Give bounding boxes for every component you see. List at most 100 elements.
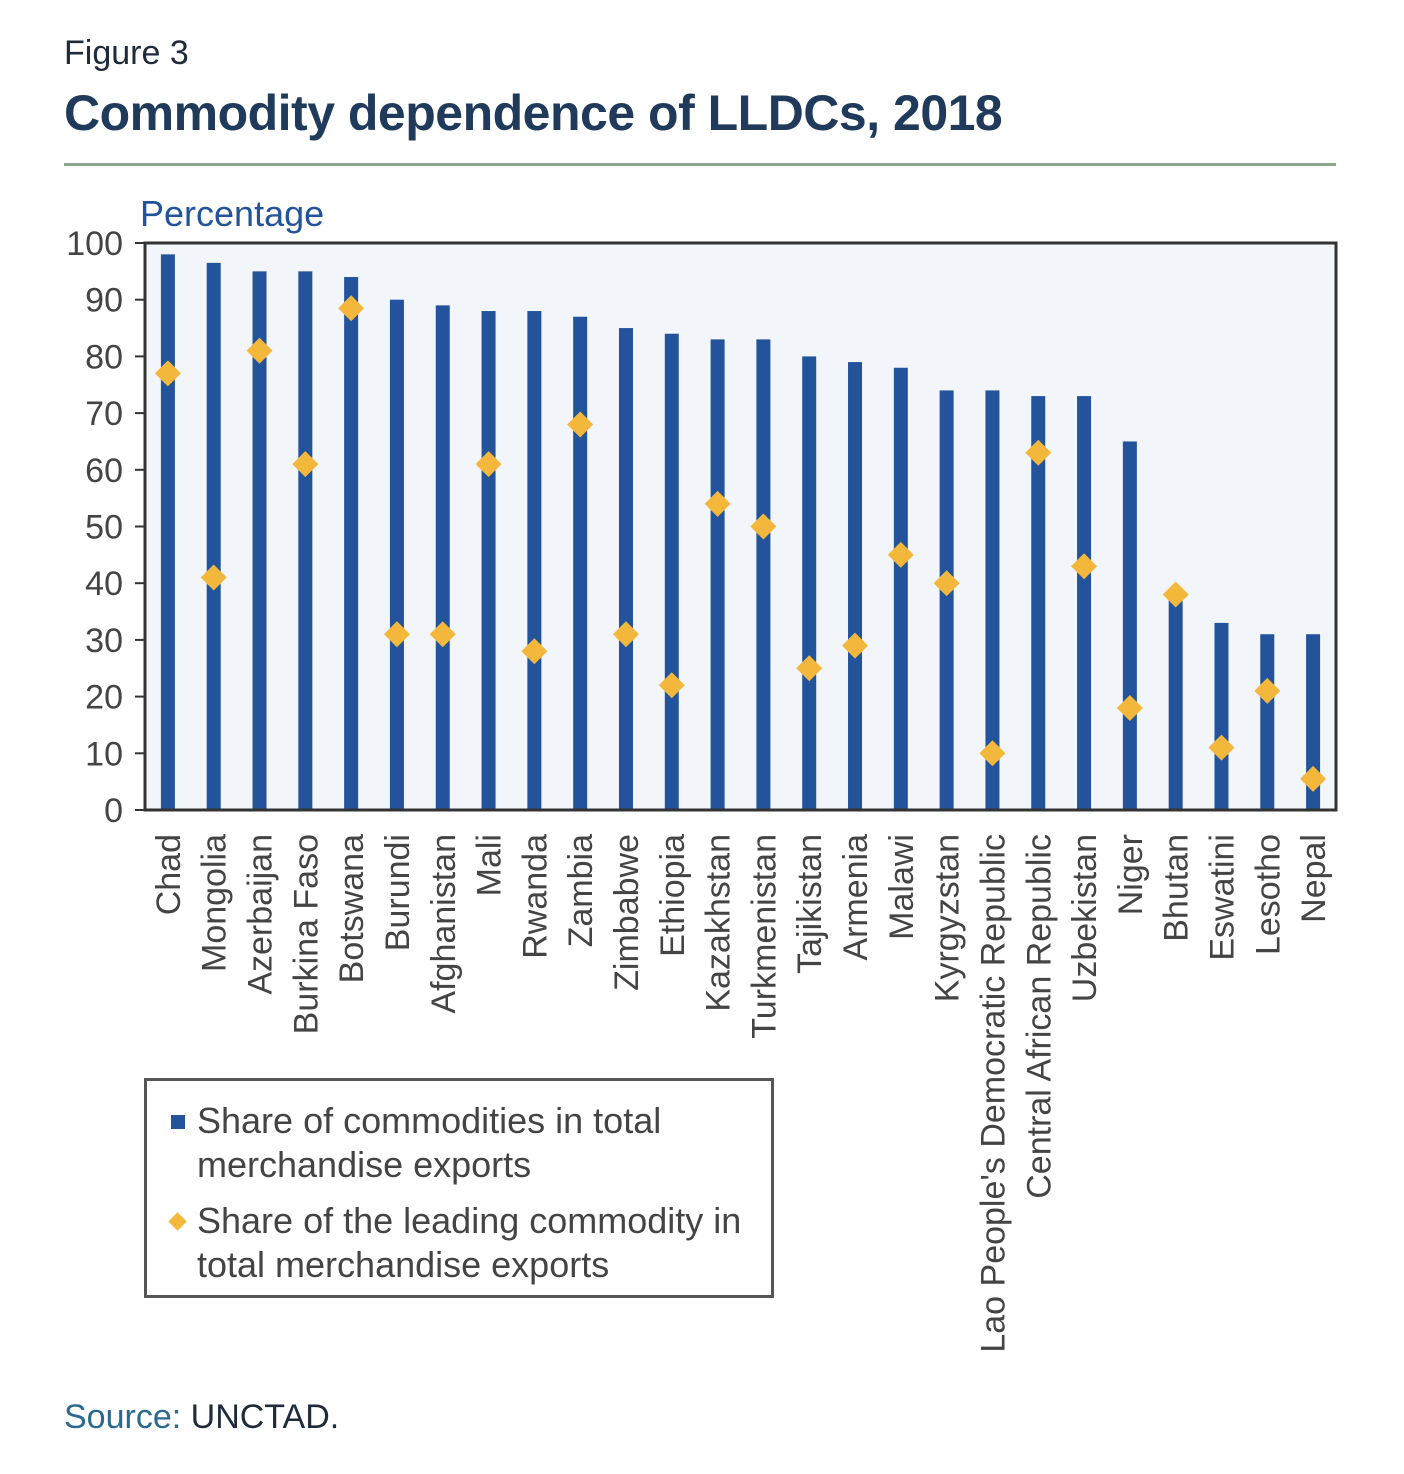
bar xyxy=(802,356,817,809)
bar xyxy=(618,328,633,809)
bar xyxy=(710,339,725,809)
markers xyxy=(154,295,1327,792)
marker xyxy=(1208,734,1235,761)
y-tick-label: 10 xyxy=(85,735,123,773)
x-tick-label: Afghanistan xyxy=(425,834,463,1014)
source-note: Source: UNCTAD. xyxy=(64,1398,339,1437)
bar xyxy=(1214,622,1229,809)
chart-title: Commodity dependence of LLDCs, 2018 xyxy=(64,85,1003,141)
marker xyxy=(1071,553,1098,580)
title-divider xyxy=(64,163,1336,166)
legend: Share of commodities in total merchandis… xyxy=(144,1078,774,1298)
source-value: UNCTAD. xyxy=(190,1398,340,1436)
x-tick-label: Mongolia xyxy=(196,834,234,972)
bar xyxy=(481,311,496,809)
x-tick-label: Eswatini xyxy=(1203,834,1241,961)
x-tick-label: Tajikistan xyxy=(791,834,829,974)
marker xyxy=(1025,439,1052,466)
bar xyxy=(252,271,267,809)
y-axis: 0 10 20 30 40 50 60 70 80 90 100 xyxy=(66,225,145,830)
x-tick-label: Rwanda xyxy=(516,834,554,959)
x-tick-label: Malawi xyxy=(883,834,921,940)
marker xyxy=(842,632,869,659)
source-label: Source: xyxy=(64,1398,182,1436)
x-tick-label: Botswana xyxy=(333,834,371,983)
x-axis-labels: Chad Mongolia Azerbaijan Burkina Faso Botswa… xyxy=(150,834,1333,1353)
marker xyxy=(979,740,1006,767)
bar xyxy=(389,299,404,809)
y-tick-label: 0 xyxy=(104,792,123,830)
x-tick-label: Armenia xyxy=(837,834,875,961)
marker xyxy=(933,570,960,597)
marker xyxy=(1116,694,1143,721)
x-tick-label: Kyrgyzstan xyxy=(929,834,967,1002)
legend-label: Share of commodities in total merchandis… xyxy=(197,1100,662,1185)
marker xyxy=(1162,581,1189,608)
x-tick-label: Zimbabwe xyxy=(608,834,646,991)
x-tick-label: Azerbaijan xyxy=(242,834,280,995)
x-tick-label: Lesotho xyxy=(1249,834,1287,955)
y-tick-label: 20 xyxy=(85,679,123,717)
bar xyxy=(1260,634,1275,809)
bar xyxy=(1122,441,1137,809)
plot-area xyxy=(143,241,1338,812)
marker xyxy=(429,621,456,648)
marker xyxy=(658,672,685,699)
y-tick-label: 80 xyxy=(85,338,123,376)
figure-label: Figure 3 xyxy=(64,34,189,72)
bar xyxy=(527,311,542,809)
chart: 0 10 20 30 40 50 60 70 80 90 100 Chad Mongolia Azerb… xyxy=(66,193,1338,1353)
marker xyxy=(1300,765,1327,792)
marker xyxy=(796,655,823,682)
x-tick-label: Zambia xyxy=(562,834,600,947)
bar xyxy=(160,254,175,809)
marker xyxy=(338,295,365,322)
legend-swatch-bar xyxy=(171,1115,185,1129)
y-tick-label: 90 xyxy=(85,282,123,320)
x-tick-label: Ethiopia xyxy=(654,834,692,957)
marker xyxy=(475,451,502,478)
x-tick-label: Mali xyxy=(471,834,509,896)
marker xyxy=(383,621,410,648)
marker xyxy=(887,541,914,568)
marker xyxy=(704,490,731,517)
x-tick-label: Central African Republic xyxy=(1020,834,1058,1199)
bar xyxy=(298,271,313,809)
legend-swatch-diamond xyxy=(168,1212,187,1231)
marker xyxy=(1254,677,1281,704)
marker xyxy=(154,360,181,387)
x-tick-label: Burundi xyxy=(379,834,417,951)
marker xyxy=(200,564,227,591)
bar xyxy=(893,367,908,809)
bar xyxy=(848,362,863,809)
x-tick-label: Kazakhstan xyxy=(700,834,738,1012)
x-tick-label: Uzbekistan xyxy=(1066,834,1104,1002)
x-tick-label: Burkina Faso xyxy=(287,834,325,1034)
x-tick-label: Lao People's Democratic Republic xyxy=(974,834,1012,1353)
y-tick-label: 60 xyxy=(85,452,123,490)
bar xyxy=(435,305,450,809)
bar xyxy=(985,390,1000,809)
bar xyxy=(1031,396,1046,809)
marker xyxy=(612,621,639,648)
marker xyxy=(292,451,319,478)
bar xyxy=(344,277,359,809)
marker xyxy=(750,513,777,540)
bar xyxy=(1306,634,1321,809)
bar xyxy=(206,262,221,809)
y-tick-label: 70 xyxy=(85,395,123,433)
y-tick-label: 30 xyxy=(85,622,123,660)
bar xyxy=(664,333,679,809)
x-tick-label: Chad xyxy=(150,834,188,915)
y-tick-label: 40 xyxy=(85,565,123,603)
bars xyxy=(160,254,1321,809)
bar xyxy=(939,390,954,809)
x-tick-label: Bhutan xyxy=(1158,834,1196,942)
bar xyxy=(756,339,771,809)
marker xyxy=(246,337,273,364)
bar xyxy=(1077,396,1092,809)
x-tick-label: Nepal xyxy=(1295,834,1333,923)
y-axis-title: Percentage xyxy=(140,193,324,234)
marker xyxy=(521,638,548,665)
bar xyxy=(1168,594,1183,809)
